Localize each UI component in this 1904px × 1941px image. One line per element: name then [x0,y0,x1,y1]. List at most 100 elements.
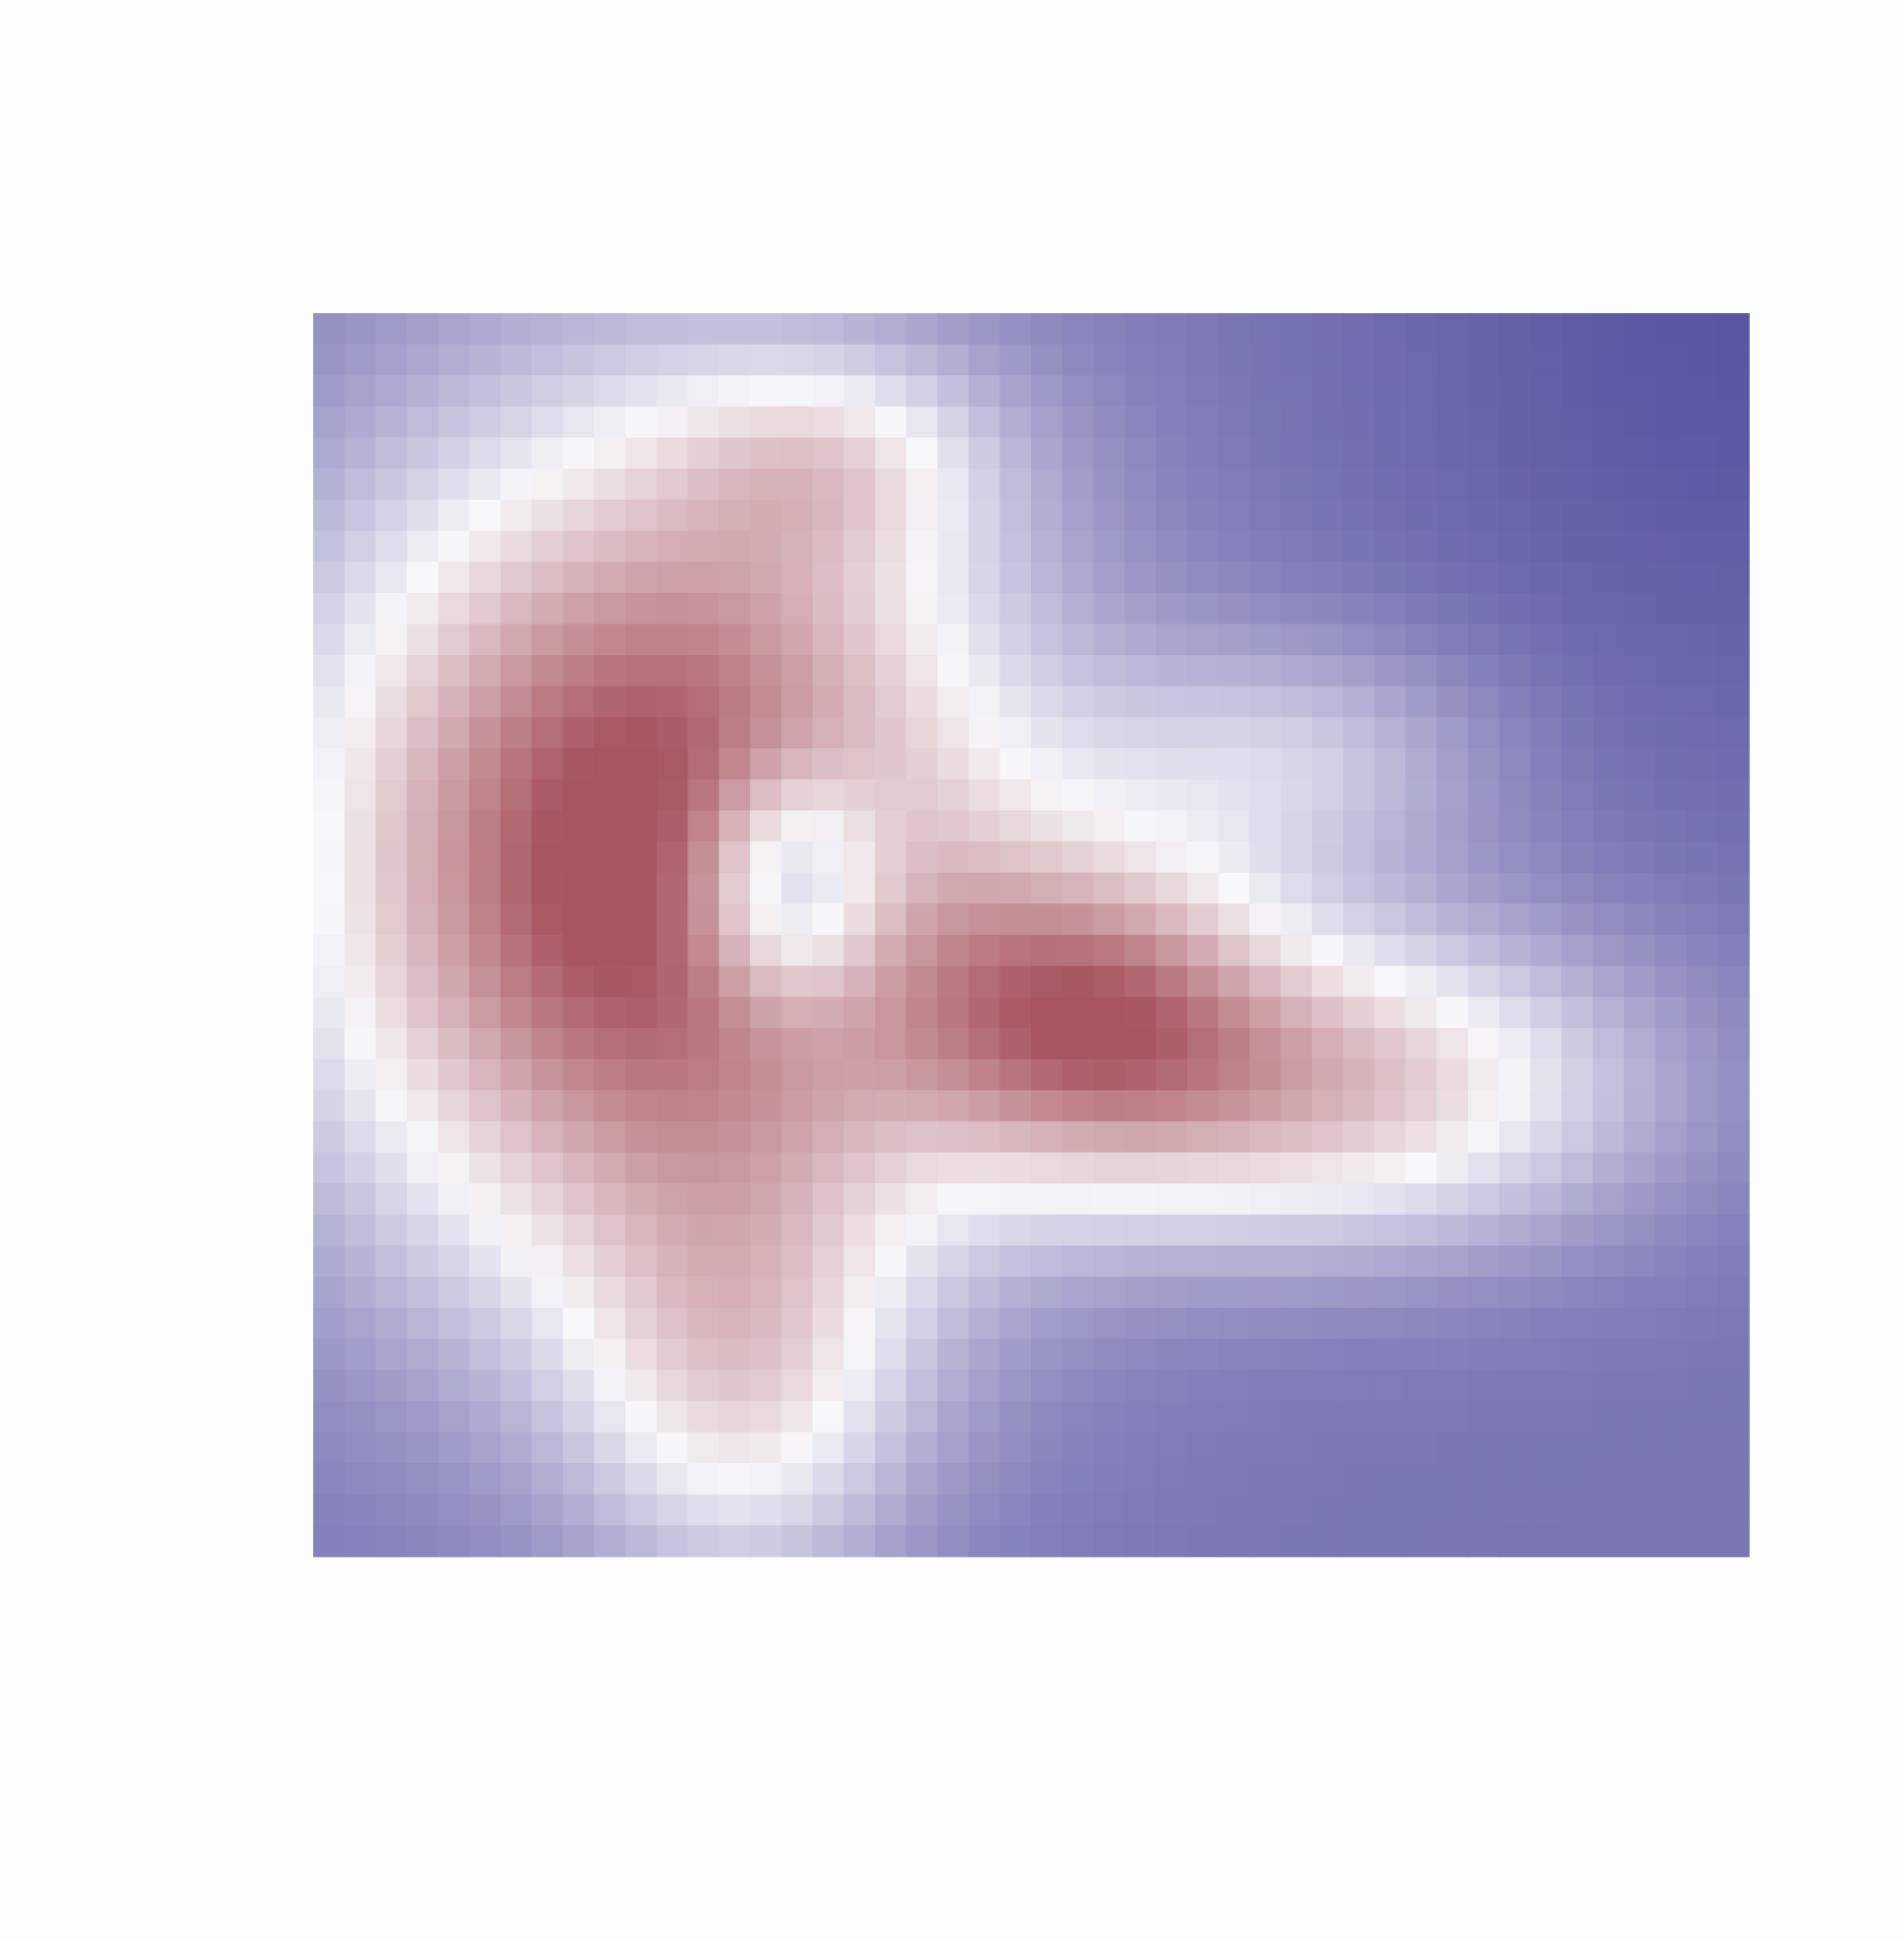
heatmap-cell [656,562,689,594]
heatmap-cell [500,903,533,936]
heatmap-cell [1342,748,1376,781]
heatmap-cell [1061,499,1095,532]
heatmap-cell [468,655,502,687]
heatmap-cell [687,406,720,439]
heatmap-cell [1530,406,1563,439]
heatmap-cell [1124,997,1157,1029]
heatmap-cell [1467,1245,1500,1277]
heatmap-cell [468,810,502,842]
heatmap-cell [468,1027,502,1060]
heatmap-cell [905,1494,939,1527]
heatmap-cell [1561,344,1594,377]
heatmap-cell [468,1090,502,1122]
heatmap-cell [1623,1400,1656,1434]
heatmap-cell [1031,1152,1063,1184]
heatmap-cell [563,1494,595,1527]
heatmap-cell [781,1494,814,1527]
heatmap-cell [1342,344,1376,377]
heatmap-cell [1280,1307,1313,1340]
heatmap-cell [1000,375,1032,407]
heatmap-cell [468,1183,502,1216]
heatmap-cell [1312,1277,1344,1309]
heatmap-cell [468,1120,502,1154]
heatmap-cell [687,685,720,719]
heatmap-cell [1623,1525,1656,1557]
heatmap-cell [1437,965,1469,999]
heatmap-cell [594,1090,626,1122]
heatmap-cell [1000,499,1032,532]
heatmap-cell [1655,344,1688,377]
heatmap-cell [843,997,876,1029]
heatmap-cell [1280,313,1313,346]
heatmap-cell [656,468,689,501]
heatmap-cell [1124,1307,1157,1340]
heatmap-cell [1280,1090,1313,1122]
heatmap-cell [1186,1525,1220,1557]
heatmap-cell [1093,1463,1126,1495]
heatmap-cell [1186,965,1220,999]
heatmap-cell [1249,1059,1282,1092]
heatmap-cell [1530,748,1563,781]
heatmap-cell [1312,810,1344,842]
heatmap-cell [843,965,876,999]
heatmap-cell [1467,344,1500,377]
heatmap-cell [1437,903,1469,936]
heatmap-cell [843,344,876,377]
heatmap-cell [781,842,814,874]
heatmap-cell [749,810,783,842]
heatmap-cell [905,1525,939,1557]
heatmap-cell [344,1277,377,1309]
heatmap-cell [1218,965,1251,999]
heatmap-cell [594,1370,626,1402]
heatmap-cell [344,1525,377,1557]
heatmap-cell [1186,1059,1220,1092]
heatmap-cell [375,935,408,967]
heatmap-cell [1717,530,1750,563]
heatmap-cell [625,1400,658,1434]
heatmap-cell [625,530,658,563]
heatmap-cell [1623,810,1656,842]
heatmap-cell [1655,1400,1688,1434]
heatmap-cell [1530,437,1563,470]
heatmap-cell [407,562,439,594]
heatmap-cell [500,935,533,967]
heatmap-cell [719,1432,751,1464]
heatmap-cell [968,1245,1002,1277]
heatmap-cell [1561,685,1594,719]
heatmap-cell [1686,1525,1719,1557]
heatmap-cell [468,562,502,594]
heatmap-cell [594,965,626,999]
heatmap-cell [1437,1027,1469,1060]
heatmap-cell [500,1027,533,1060]
heatmap-cell [1031,748,1063,781]
heatmap-cell [687,1120,720,1154]
heatmap-cell [1124,717,1157,749]
heatmap-cell [1467,1059,1500,1092]
heatmap-cell [1156,1463,1188,1495]
heatmap-cell [1655,810,1688,842]
heatmap-cell [1498,344,1532,377]
heatmap-cell [1717,375,1750,407]
heatmap-cell [719,562,751,594]
heatmap-cell [1186,1307,1220,1340]
heatmap-cell [1312,1463,1344,1495]
heatmap-cell [313,592,346,625]
heatmap-cell [719,313,751,346]
heatmap-cell [344,965,377,999]
heatmap-cell [968,1152,1002,1184]
heatmap-cell [1249,717,1282,749]
heatmap-cell [781,748,814,781]
heatmap-cell [749,624,783,656]
heatmap-cell [407,437,439,470]
heatmap-cell [749,965,783,999]
heatmap-cell [1498,562,1532,594]
heatmap-cell [1124,592,1157,625]
heatmap-cell [1280,437,1313,470]
heatmap-cell [1218,655,1251,687]
heatmap-cell [1561,1338,1594,1371]
heatmap-cell [531,997,565,1029]
heatmap-cell [875,1245,907,1277]
heatmap-cell [500,1059,533,1092]
heatmap-cell [1000,624,1032,656]
heatmap-cell [531,903,565,936]
